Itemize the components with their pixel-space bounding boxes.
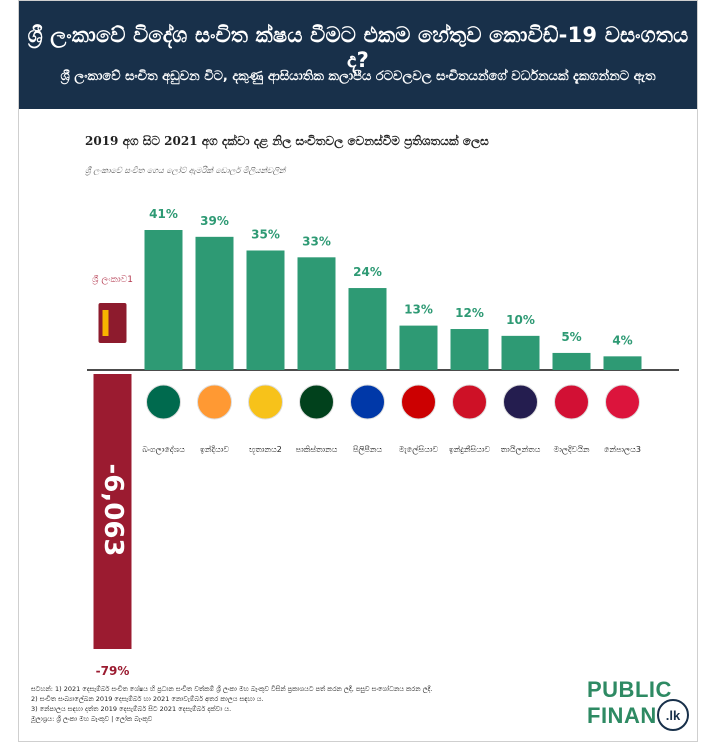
bar-chart: 2019 අග සිට 2021 අග දක්වා දළ නිල සංචිතවල… (85, 134, 679, 678)
bar (297, 257, 336, 370)
maldives-flag-icon (554, 384, 589, 420)
chart-area: 2019 අග සිට 2021 අග දක්වා දළ නිල සංචිතවල… (73, 125, 685, 685)
bangladesh-flag-icon (146, 384, 181, 420)
malaysia-flag-icon (401, 384, 436, 420)
footnote-line: සටහන්: 1) 2021 දෙසැම්බර් සංචිත ශේෂය හි ප… (31, 685, 433, 693)
header-banner: ශ්‍රී ලංකාවේ විදේශ සංචිත ක්ෂය වීමට එකම හ… (19, 1, 697, 109)
data-label: 12% (455, 306, 484, 320)
category-label: ඉන්දුනීසියාව (449, 444, 491, 454)
chart-title: 2019 අග සිට 2021 අග දක්වා දළ නිල සංචිතවල… (85, 134, 489, 150)
bar (399, 325, 438, 370)
category-label: භූතානය2 (249, 445, 282, 454)
data-label: 33% (302, 234, 331, 248)
category-label: ශ්‍රී ලංකාව1 (91, 274, 132, 285)
category-label: බංගලාදේශය (142, 444, 185, 455)
source-line: මූලාශ්‍රය: ශ්‍රී ලංකා මහ බැංකුව | ලෝක බැ… (31, 715, 153, 723)
category-label: පාකිස්තානය (296, 444, 338, 454)
bar (501, 335, 540, 370)
chart-subtitle: ශ්‍රී ලංකාවේ සංචිත ගෙය ලෝට් ඇමරික් ඩොලර්… (85, 165, 287, 176)
footnote-line: 3) නේපාලය සඳහා දත්ත 2019 දෙසැම්බර් සිට 2… (31, 705, 232, 713)
flag-stripe (102, 310, 109, 336)
thailand-flag-icon (503, 384, 538, 420)
data-label: 13% (404, 303, 433, 317)
bar (552, 352, 591, 370)
public-finance-logo: PUBLIC FINANCE .lk (585, 673, 693, 737)
category-label: නේපාලය3 (604, 444, 641, 455)
category-label: ඉන්දියාව (200, 444, 229, 454)
bar (450, 329, 489, 370)
bar (348, 288, 387, 370)
page-subtitle: ශ්‍රී ලංකාවේ සංචිත අඩුවන විට, දකුණු ආසිය… (60, 69, 656, 84)
bar-annotation: -6,063 (98, 463, 128, 556)
logo-badge: .lk (657, 699, 689, 731)
footnotes: සටහන්: 1) 2021 දෙසැම්බර් සංචිත ශේෂය හි ප… (31, 684, 601, 724)
category-label: මැලේසියාව (399, 444, 439, 455)
bar (195, 236, 234, 370)
footnote-line: 2) සංචිත සංඛ්‍යාලේඛන 2019 දෙසැම්බර් හා 2… (31, 695, 264, 703)
data-label: 24% (353, 265, 382, 279)
bar (246, 250, 285, 370)
category-label: තායිලන්තය (501, 444, 541, 455)
data-label: 39% (200, 214, 229, 228)
bar (144, 230, 183, 370)
pakistan-flag-icon (299, 384, 334, 420)
category-label: මාලදිවයින (553, 445, 590, 455)
data-label: 35% (251, 227, 280, 241)
bar (603, 356, 642, 370)
data-label: 4% (612, 333, 632, 347)
data-label: 5% (561, 330, 581, 344)
category-label: පිලිපීනය (353, 445, 382, 455)
indonesia-flag-icon (452, 384, 487, 420)
logo-line-1: PUBLIC (587, 677, 672, 702)
page-title: ශ්‍රී ලංකාවේ විදේශ සංචිත ක්ෂය වීමට එකම හ… (27, 23, 689, 72)
data-label: 10% (506, 313, 535, 327)
bhutan-flag-icon (248, 384, 283, 420)
india-flag-icon (197, 384, 232, 420)
philippines-flag-icon (350, 384, 385, 420)
data-label: 41% (149, 207, 178, 221)
nepal-flag-icon (605, 384, 640, 420)
data-label: -79% (96, 664, 130, 678)
infographic-frame: ශ්‍රී ලංකාවේ විදේශ සංචිත ක්ෂය වීමට එකම හ… (18, 0, 698, 742)
bar-negative (93, 374, 132, 649)
